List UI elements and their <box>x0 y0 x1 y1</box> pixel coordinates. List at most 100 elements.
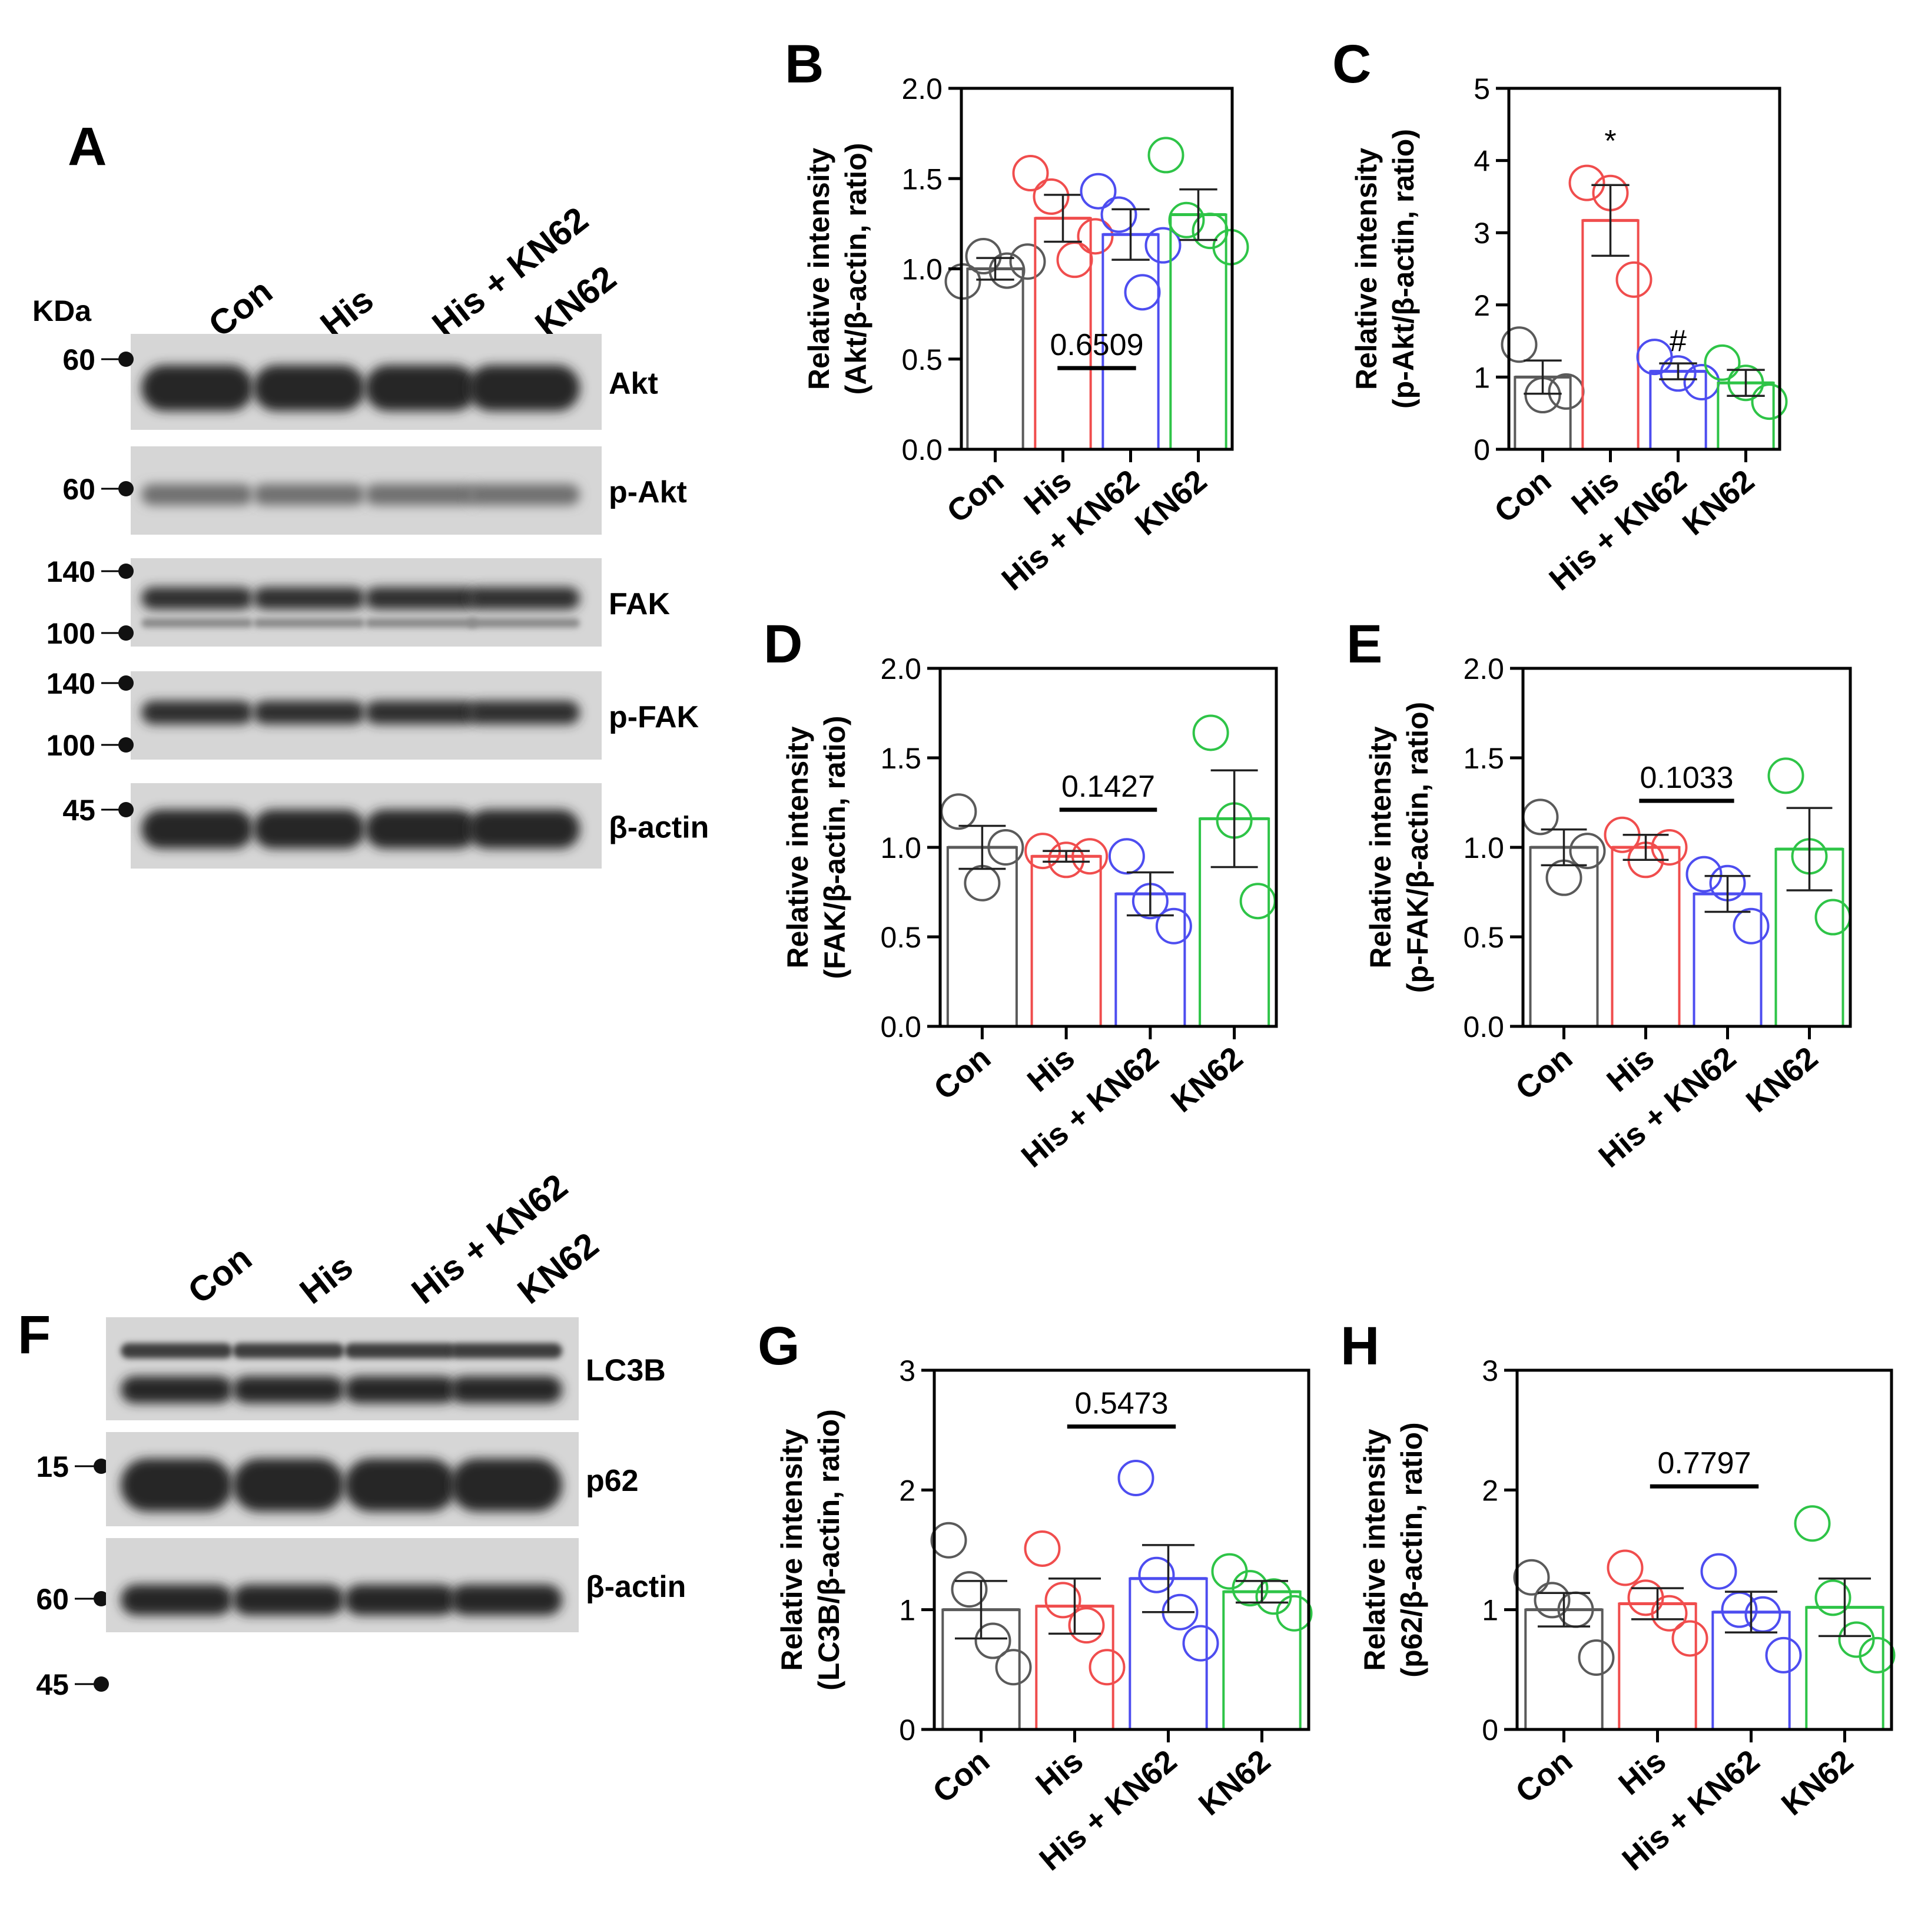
point-g-his-kn62-1 <box>1117 1460 1154 1496</box>
blot-band-f-lc3b-1-his-kn62 <box>344 1343 456 1358</box>
xtick-label-e-con: Con <box>1509 1040 1579 1106</box>
blot-label-a-fak: FAK <box>609 587 670 621</box>
point-g-con-4 <box>995 1649 1032 1686</box>
point-c-kn62-3 <box>1751 383 1788 420</box>
blot-band-a-fak-2-kn62 <box>468 618 580 628</box>
point-d-his-2 <box>1048 841 1085 879</box>
mw-label-f-lc3b-1: 15 <box>36 1450 69 1483</box>
point-h-con-4 <box>1578 1639 1615 1676</box>
point-g-his-4 <box>1089 1649 1126 1686</box>
blot-label-a-actin: β-actin <box>609 811 709 845</box>
point-h-his-1 <box>1607 1549 1644 1586</box>
xtick-label-h-kn62: KN62 <box>1775 1743 1860 1822</box>
mw-label-a-p-fak-1: 140 <box>47 667 95 700</box>
point-g-kn62-1 <box>1211 1553 1248 1590</box>
xtick-label-h-con: Con <box>1509 1743 1579 1810</box>
xtick-label-g-con: Con <box>926 1743 996 1810</box>
point-d-his-kn62-1 <box>1108 838 1145 875</box>
blot-band-a-p-fak-1-con <box>141 701 253 724</box>
point-g-his-kn62-4 <box>1182 1625 1219 1662</box>
ytick-label-c-2: 1 <box>1474 361 1490 394</box>
panel-letter-f: F <box>18 1305 51 1365</box>
point-c-kn62-2 <box>1727 364 1764 402</box>
blot-band-a-akt-1-his <box>253 365 365 411</box>
point-c-his-kn62-2 <box>1660 355 1697 392</box>
mw-label-a-p-akt-1: 60 <box>62 473 95 506</box>
ytick-label-e-3: 1.0 <box>1463 831 1504 864</box>
blot-band-a-p-fak-1-his-kn62 <box>365 701 477 724</box>
blot-band-a-fak-2-his-kn62 <box>365 618 477 628</box>
blot-band-f-lc3b-1-kn62 <box>450 1343 562 1358</box>
blot-strip-a-akt: Akt 60 <box>62 334 658 430</box>
ytick-label-d-2: 0.5 <box>880 921 921 954</box>
ytick-label-g-4: 3 <box>899 1354 915 1387</box>
mw-label-f-p62-1: 60 <box>36 1583 69 1616</box>
comparison-pvalue-d: 0.1427 <box>1061 770 1155 804</box>
point-b-kn62-1 <box>1147 137 1184 174</box>
point-d-con-2 <box>964 864 1001 902</box>
panel-letter-c: C <box>1332 34 1371 94</box>
ylabel-line2-h: (p62/β-actin, ratio) <box>1395 1422 1428 1677</box>
point-c-his-kn62-1 <box>1636 339 1673 376</box>
point-e-kn62-1 <box>1767 757 1804 794</box>
ytick-label-e-1: 0.0 <box>1463 1010 1504 1043</box>
blot-strip-a-actin: β-actin 45 <box>62 783 709 869</box>
point-g-kn62-2 <box>1232 1570 1269 1607</box>
ytick-label-b-3: 1.0 <box>901 253 943 286</box>
blot-band-f-p62-1-his <box>233 1459 344 1512</box>
plot-frame-c <box>1507 87 1781 451</box>
ylabel-line1-g: Relative intensity <box>775 1429 808 1671</box>
point-b-con-4 <box>1009 243 1046 280</box>
significance-c-1: * <box>1604 124 1616 158</box>
blot-membrane-f-lc3b <box>106 1317 579 1420</box>
bar-d-con <box>946 846 1018 1028</box>
point-b-his-kn62-2 <box>1100 196 1137 233</box>
blot-band-f-actin-1-his <box>233 1585 344 1615</box>
blot-label-f-actin: β-actin <box>586 1570 686 1604</box>
blot-band-f-lc3b-2-his <box>233 1376 344 1403</box>
lane-label-f-his: His <box>293 1247 360 1311</box>
mw-dot-a-fak-1 <box>118 564 134 579</box>
bar-c-his-kn62 <box>1649 370 1707 450</box>
point-d-his-3 <box>1071 838 1109 875</box>
blot-band-a-fak-2-con <box>141 618 253 628</box>
blot-band-a-actin-1-con <box>141 810 253 849</box>
ytick-label-b-2: 0.5 <box>901 343 943 376</box>
mw-label-a-fak-2: 100 <box>47 617 95 650</box>
blot-band-f-lc3b-2-his-kn62 <box>344 1376 456 1403</box>
blot-band-a-p-akt-1-his-kn62 <box>365 484 477 505</box>
panel-letter-e: E <box>1346 614 1382 674</box>
ytick-label-g-1: 0 <box>899 1714 915 1747</box>
blot-band-a-fak-1-kn62 <box>468 587 580 609</box>
mw-dot-f-p62-1 <box>94 1591 109 1606</box>
blot-strip-f-actin: β-actin 45 <box>36 1538 686 1701</box>
blot-band-a-akt-1-kn62 <box>468 365 580 411</box>
blot-band-f-p62-1-kn62 <box>450 1459 562 1512</box>
blot-band-a-p-fak-1-his <box>253 701 365 724</box>
ytick-label-d-5: 2.0 <box>880 652 921 685</box>
mw-dot-a-p-fak-2 <box>118 737 134 753</box>
xtick-label-c-con: Con <box>1488 463 1558 529</box>
point-g-his-1 <box>1024 1530 1061 1567</box>
lane-label-a-con: Con <box>201 271 280 345</box>
point-b-his-4 <box>1077 218 1114 255</box>
point-d-con-3 <box>987 829 1024 866</box>
blot-strip-f-p62: p62 60 <box>36 1432 639 1616</box>
point-h-his-kn62-4 <box>1765 1636 1802 1673</box>
ytick-label-g-3: 2 <box>899 1474 915 1507</box>
comparison-pvalue-g: 0.5473 <box>1074 1387 1168 1421</box>
ytick-label-d-1: 0.0 <box>880 1010 921 1043</box>
blot-band-a-actin-1-his <box>253 810 365 849</box>
point-b-his-1 <box>1012 155 1049 192</box>
blot-label-f-lc3b: LC3B <box>586 1354 666 1388</box>
ytick-label-e-5: 2.0 <box>1463 652 1504 685</box>
xtick-label-d-kn62: KN62 <box>1164 1040 1249 1119</box>
blot-band-a-fak-1-his <box>253 587 365 609</box>
blot-strip-f-lc3b: LC3B 15 <box>36 1317 666 1483</box>
